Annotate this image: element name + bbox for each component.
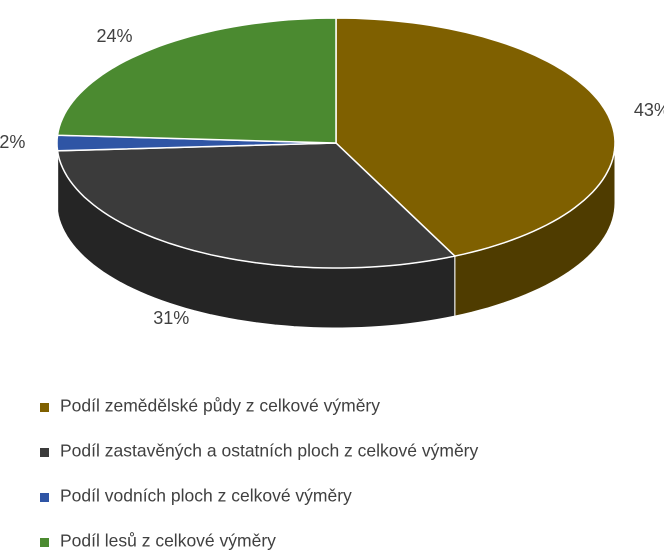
legend-marker — [40, 493, 49, 502]
legend-label: Podíl zemědělské půdy z celkové výměry — [60, 396, 380, 416]
legend-marker — [40, 538, 49, 547]
legend-label: Podíl zastavěných a ostatních ploch z ce… — [60, 441, 479, 461]
legend-marker — [40, 403, 49, 412]
legend-label: Podíl lesů z celkové výměry — [60, 531, 276, 551]
legend-label: Podíl vodních ploch z celkové výměry — [60, 486, 352, 506]
legend-marker — [40, 448, 49, 457]
data-label: 43% — [634, 100, 664, 120]
data-label: 24% — [96, 26, 132, 46]
slice — [56, 142, 457, 269]
data-label: 2% — [0, 132, 25, 152]
data-label: 31% — [153, 308, 189, 328]
slice — [335, 17, 616, 257]
slice — [56, 17, 337, 144]
